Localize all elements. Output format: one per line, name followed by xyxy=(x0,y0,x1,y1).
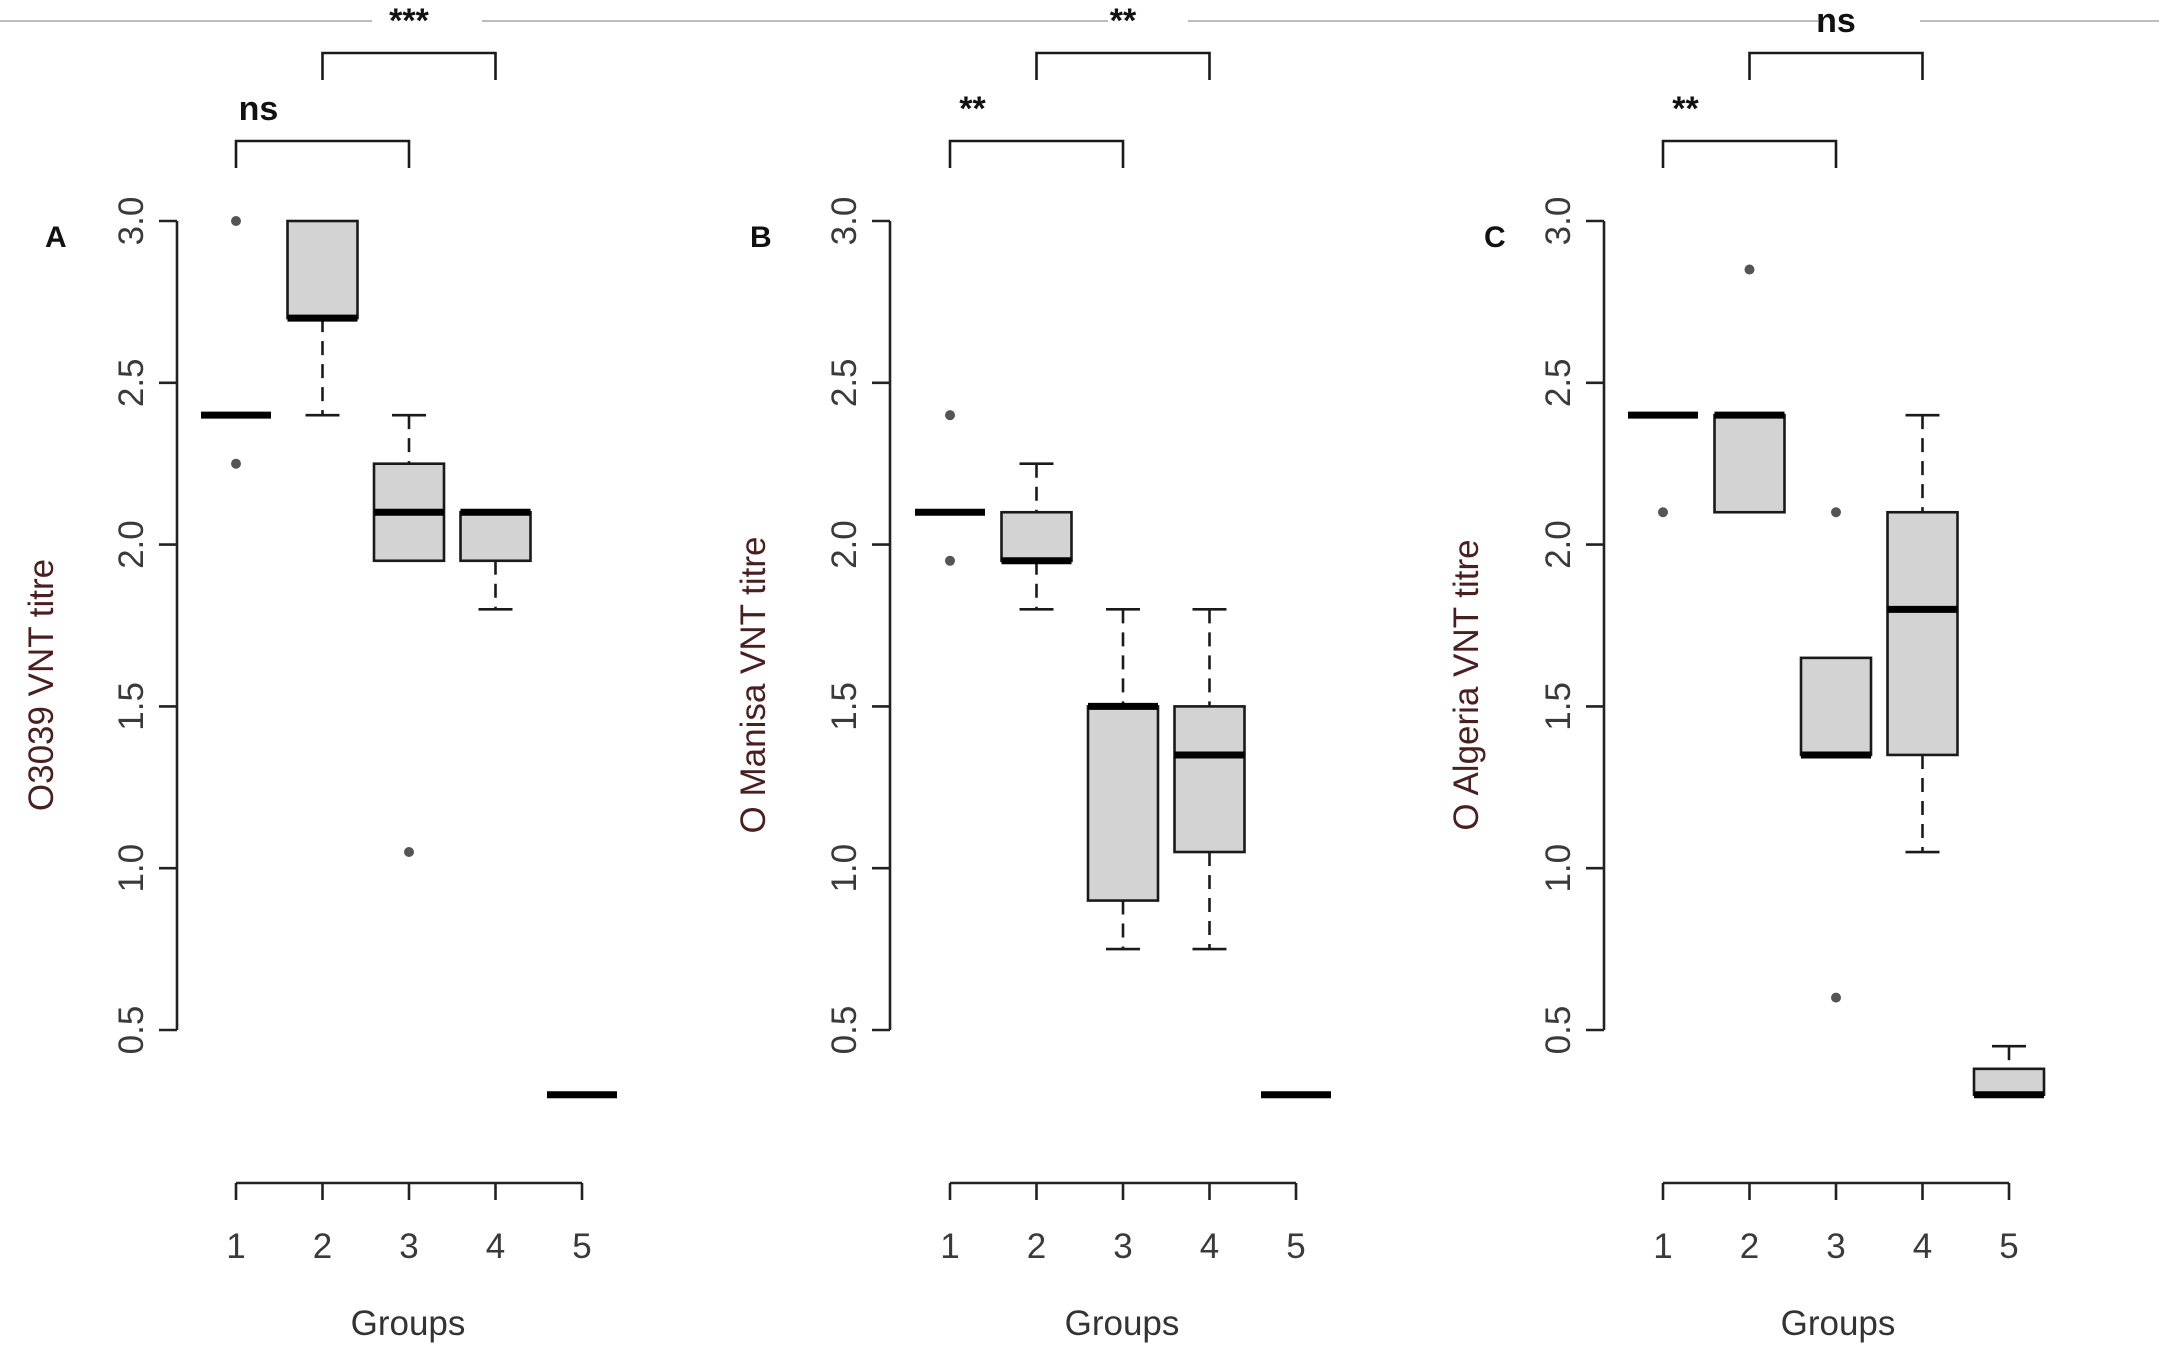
x-axis-label-a: Groups xyxy=(351,1304,466,1343)
y-tick-label: 1.0 xyxy=(112,844,151,893)
significance-bracket xyxy=(234,139,411,168)
panel-c: C O Algeria VNT titre Groups 0.5 1.0 1.5 2.… xyxy=(1447,2,2046,1343)
box-iqr xyxy=(1713,413,1786,514)
x-tick-label: 4 xyxy=(1913,1227,1932,1266)
panel-label-b: B xyxy=(750,221,772,254)
outlier-point xyxy=(1831,507,1841,518)
outlier-point xyxy=(945,555,955,566)
y-axis-label-c: O Algeria VNT titre xyxy=(1447,539,1486,830)
y-tick-label: 2.5 xyxy=(825,358,864,407)
x-axis-label-c: Groups xyxy=(1781,1304,1896,1343)
panel-label-a: A xyxy=(45,221,67,254)
box-iqr xyxy=(459,510,532,563)
box-group-4 xyxy=(1886,413,1959,854)
panel-a-plot: 0.5 1.0 1.5 2.0 2.5 3.0 1 2 3 4 5 ns *** xyxy=(112,2,617,1266)
box-iqr xyxy=(286,219,359,320)
y-axis-label-a: O3039 VNT titre xyxy=(22,559,61,811)
significance-label: ** xyxy=(1110,2,1137,40)
significance-label: ns xyxy=(239,90,279,128)
significance-label: *** xyxy=(389,2,429,40)
box-iqr xyxy=(1886,510,1959,757)
outlier-point xyxy=(231,458,241,469)
x-tick-label: 5 xyxy=(1999,1227,2018,1266)
box-group-3 xyxy=(372,413,446,858)
y-tick-label: 1.0 xyxy=(1539,844,1578,893)
significance-label: ** xyxy=(959,90,986,128)
box-iqr xyxy=(1972,1067,2046,1097)
y-axis-label-b: O Manisa VNT titre xyxy=(734,537,773,834)
significance-bracket xyxy=(1748,51,1924,80)
x-tick-label: 2 xyxy=(1740,1227,1759,1266)
y-tick-label: 0.5 xyxy=(1539,1006,1578,1055)
box-group-1 xyxy=(1628,411,1698,518)
y-tick-label: 1.5 xyxy=(825,682,864,731)
panel-a: A O3039 VNT titre Groups 0.5 1.0 1.5 2.0 2.5… xyxy=(22,2,617,1343)
x-tick-label: 3 xyxy=(1826,1227,1845,1266)
outlier-point xyxy=(945,410,955,421)
panel-label-c: C xyxy=(1484,221,1506,254)
x-tick-label: 2 xyxy=(1027,1227,1046,1266)
significance-bracket xyxy=(948,139,1125,168)
outlier-point xyxy=(1831,992,1841,1003)
x-tick-label: 5 xyxy=(572,1227,591,1266)
outlier-point xyxy=(1658,507,1668,518)
y-tick-label: 2.0 xyxy=(1539,520,1578,569)
box-iqr xyxy=(1086,705,1160,902)
y-tick-label: 0.5 xyxy=(112,1006,151,1055)
box-group-1 xyxy=(915,410,985,566)
x-tick-label: 1 xyxy=(226,1227,245,1266)
box-group-2 xyxy=(1000,462,1073,611)
y-tick-label: 2.5 xyxy=(112,358,151,407)
y-tick-label: 0.5 xyxy=(825,1006,864,1055)
x-tick-label: 2 xyxy=(313,1227,332,1266)
x-tick-label: 4 xyxy=(486,1227,505,1266)
y-tick-label: 3.0 xyxy=(112,197,151,246)
x-tick-label: 4 xyxy=(1200,1227,1219,1266)
box-iqr xyxy=(1000,510,1073,563)
significance-bracket xyxy=(321,51,497,80)
panel-c-plot: 0.5 1.0 1.5 2.0 2.5 3.0 1 2 3 4 5 ** ns xyxy=(1539,2,2046,1266)
significance-label: ** xyxy=(1672,90,1699,128)
y-tick-label: 2.0 xyxy=(825,520,864,569)
y-tick-label: 3.0 xyxy=(825,197,864,246)
y-tick-label: 1.5 xyxy=(1539,682,1578,731)
y-tick-label: 1.0 xyxy=(825,844,864,893)
y-tick-label: 3.0 xyxy=(1539,197,1578,246)
y-tick-label: 2.0 xyxy=(112,520,151,569)
box-group-1 xyxy=(201,216,271,469)
panel-b-plot: 0.5 1.0 1.5 2.0 2.5 3.0 1 2 3 4 5 ** ** xyxy=(825,2,1331,1266)
box-group-4 xyxy=(459,508,532,611)
x-tick-label: 3 xyxy=(1113,1227,1132,1266)
box-iqr xyxy=(1799,656,1873,757)
x-tick-label: 1 xyxy=(940,1227,959,1266)
significance-bracket xyxy=(1661,139,1838,168)
significance-bracket xyxy=(1035,51,1211,80)
x-tick-label: 3 xyxy=(399,1227,418,1266)
box-group-2 xyxy=(286,219,359,417)
panel-b: B O Manisa VNT titre Groups 0.5 1.0 1.5 2.0… xyxy=(734,2,1331,1343)
outlier-point xyxy=(1744,264,1755,275)
x-tick-label: 1 xyxy=(1653,1227,1672,1266)
x-axis-label-b: Groups xyxy=(1065,1304,1180,1343)
box-group-3 xyxy=(1086,608,1160,951)
box-group-5 xyxy=(1972,1044,2046,1099)
x-tick-label: 5 xyxy=(1286,1227,1305,1266)
box-group-3 xyxy=(1799,507,1873,1003)
box-group-2 xyxy=(1713,264,1786,514)
box-iqr xyxy=(1173,705,1246,854)
y-tick-label: 1.5 xyxy=(112,682,151,731)
outlier-point xyxy=(404,847,414,858)
box-group-4 xyxy=(1173,608,1246,951)
significance-label: ns xyxy=(1816,2,1856,40)
y-tick-label: 2.5 xyxy=(1539,358,1578,407)
outlier-point xyxy=(231,216,241,226)
